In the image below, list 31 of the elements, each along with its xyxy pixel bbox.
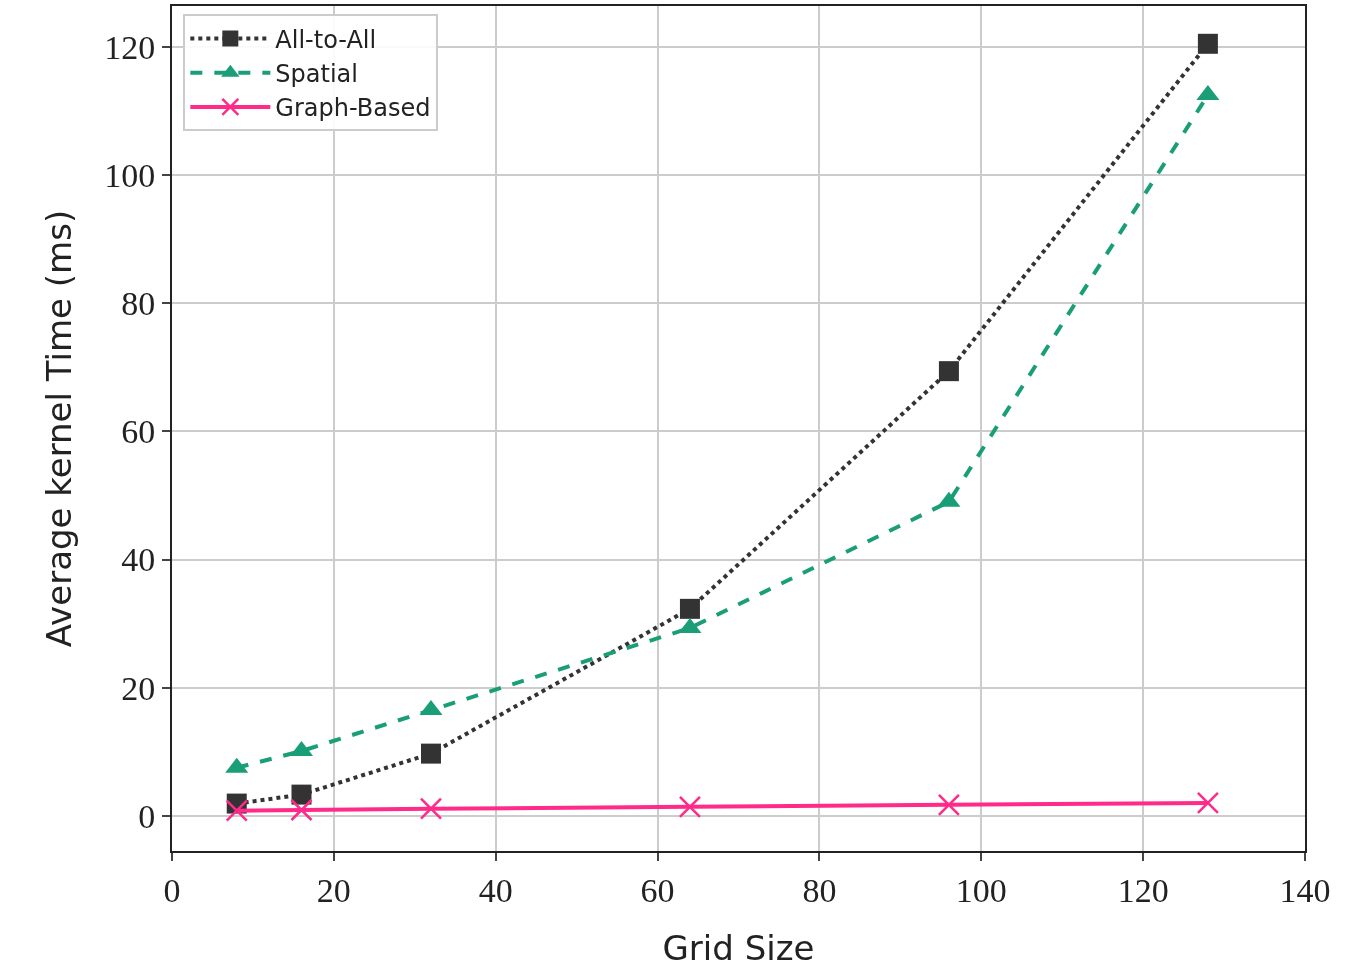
y-tick-label: 80 bbox=[121, 285, 156, 323]
y-tick-label: 100 bbox=[104, 157, 156, 195]
y-tick-label: 20 bbox=[121, 669, 156, 707]
y-tick-label: 40 bbox=[121, 541, 156, 579]
point bbox=[419, 797, 443, 820]
point bbox=[1196, 791, 1220, 815]
x-tick-label: 80 bbox=[802, 871, 837, 909]
point bbox=[291, 784, 312, 805]
x-tick-label: 40 bbox=[478, 871, 513, 909]
y-axis-title: Average kernel Time (ms) bbox=[39, 209, 80, 648]
point bbox=[225, 799, 248, 822]
y-tick-label: 60 bbox=[121, 413, 156, 451]
y-tick-label: 0 bbox=[138, 797, 156, 835]
point bbox=[678, 795, 702, 819]
point bbox=[937, 793, 961, 817]
x-tick-label: 140 bbox=[1279, 871, 1331, 909]
x-tick-label: 60 bbox=[640, 871, 675, 909]
point bbox=[420, 743, 441, 764]
x-axis-title: Grid Size bbox=[662, 927, 815, 968]
legend-label: All-to-All bbox=[275, 25, 377, 54]
x-tick-label: 100 bbox=[955, 871, 1007, 909]
legend-label: Graph-Based bbox=[275, 94, 431, 123]
point bbox=[938, 361, 959, 382]
x-tick-label: 0 bbox=[163, 871, 181, 909]
point bbox=[679, 598, 700, 619]
point bbox=[290, 798, 313, 822]
point bbox=[1197, 33, 1218, 54]
y-tick-label: 120 bbox=[104, 28, 156, 66]
x-tick-label: 20 bbox=[316, 871, 351, 909]
x-tick-label: 120 bbox=[1117, 871, 1169, 909]
legend-label: Spatial bbox=[275, 60, 358, 89]
